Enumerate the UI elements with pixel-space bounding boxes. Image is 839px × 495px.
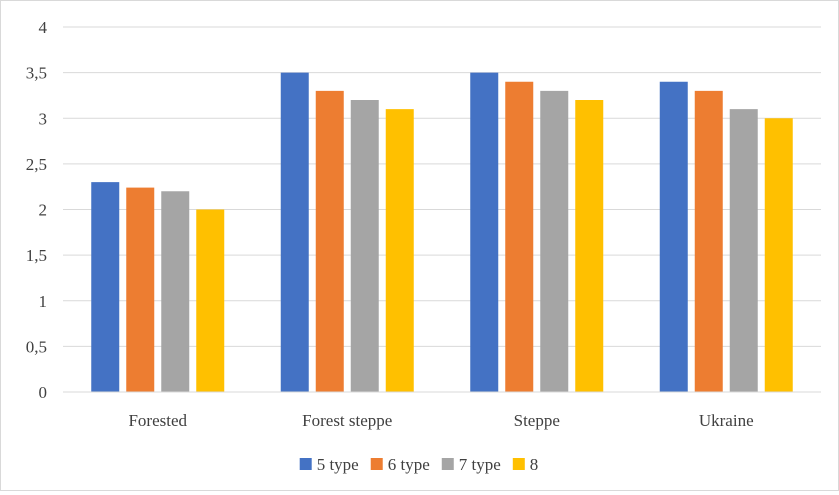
x-tick-label: Ukraine: [699, 411, 754, 430]
bar: [161, 191, 190, 392]
bar: [694, 90, 723, 392]
gridlines: [63, 26, 821, 347]
axes: 0 0,5 1 1,5 2 2,5 3 3,5 4 Forested Forest steppe St…: [26, 18, 821, 430]
bar: [385, 109, 414, 392]
legend-label: 6 type: [388, 455, 430, 474]
y-tick-label: 3,5: [26, 64, 47, 83]
y-tick-label: 0: [39, 383, 48, 402]
legend-swatch: [512, 458, 525, 470]
y-tick-label: 4: [39, 18, 48, 37]
bar: [505, 81, 534, 392]
bar: [729, 109, 758, 392]
bar: [575, 100, 604, 392]
legend-swatch: [299, 458, 312, 470]
legend-swatch: [441, 458, 454, 470]
legend-label: 8: [530, 455, 539, 474]
legend-label: 7 type: [459, 455, 501, 474]
bar: [126, 187, 155, 392]
bars: [91, 72, 793, 392]
y-tick-label: 1,5: [26, 246, 47, 265]
bar: [315, 90, 344, 392]
x-tick-label: Forest steppe: [302, 411, 392, 430]
x-tick-label: Forested: [128, 411, 187, 430]
x-tick-label: Steppe: [514, 411, 560, 430]
bar: [540, 90, 569, 392]
bar: [470, 72, 499, 392]
legend-label: 5 type: [317, 455, 359, 474]
y-tick-label: 2: [39, 201, 48, 220]
y-tick-label: 3: [39, 109, 48, 128]
bar: [659, 81, 688, 392]
y-tick-label: 1: [39, 292, 48, 311]
bar: [350, 100, 379, 392]
legend: 5 type 6 type 7 type 8: [299, 455, 539, 474]
bar: [196, 209, 225, 392]
bar: [91, 182, 120, 392]
bar: [764, 118, 793, 392]
y-tick-label: 2,5: [26, 155, 47, 174]
legend-swatch: [370, 458, 383, 470]
y-tick-label: 0,5: [26, 337, 47, 356]
bar: [280, 72, 309, 392]
